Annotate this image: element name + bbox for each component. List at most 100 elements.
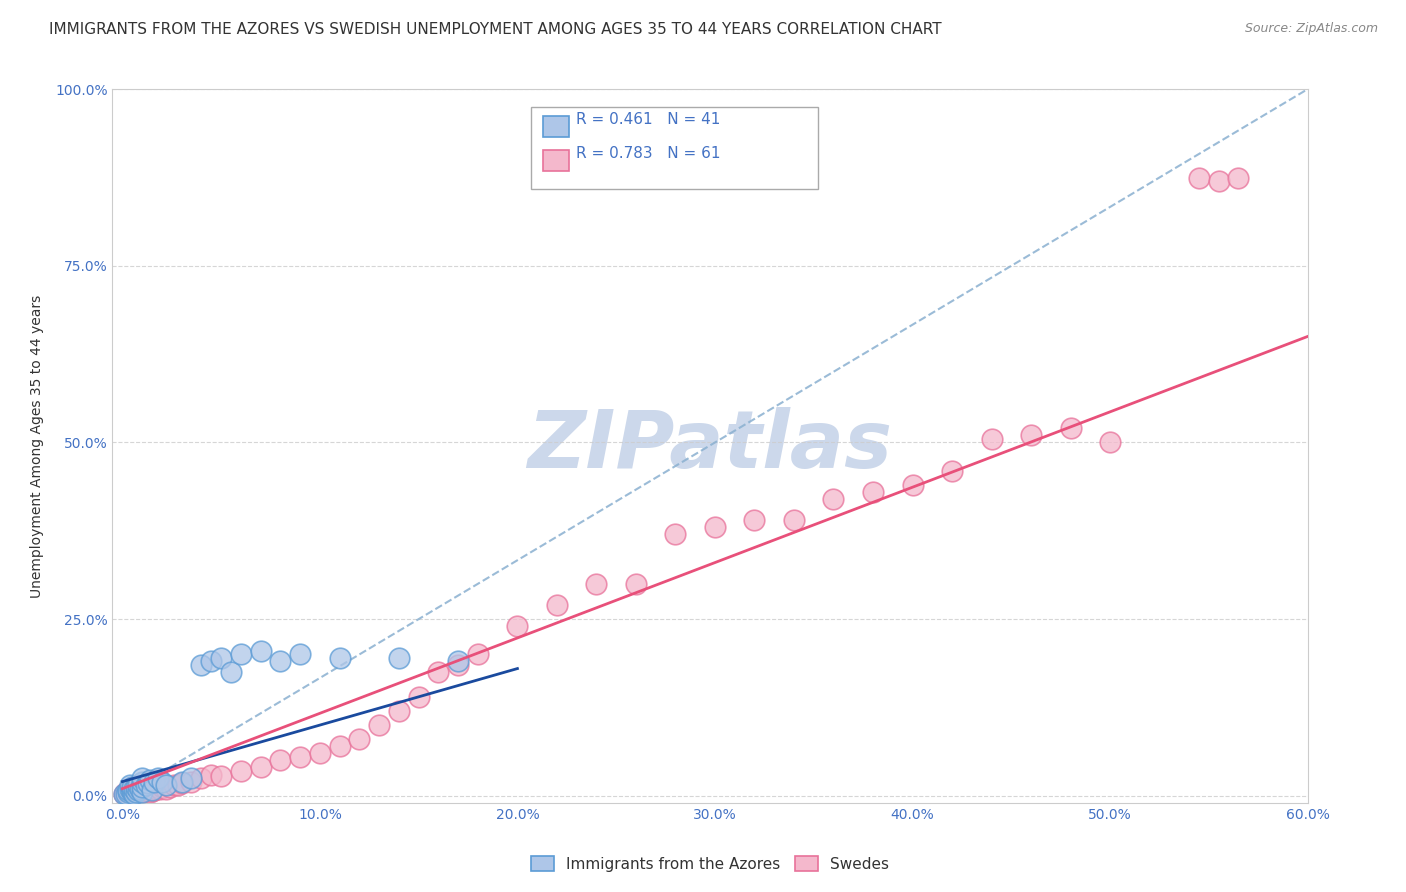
- Point: [150, 774, 173, 789]
- Point: [200, 655, 222, 669]
- Point: [408, 690, 430, 704]
- Y-axis label: Unemployment Among Ages 35 to 44 years: Unemployment Among Ages 35 to 44 years: [30, 294, 44, 598]
- Point: [135, 784, 157, 798]
- Point: [209, 769, 232, 783]
- Point: [149, 781, 172, 796]
- Point: [141, 783, 163, 797]
- Point: [1019, 428, 1042, 442]
- Point: [155, 781, 177, 796]
- Point: [139, 785, 162, 799]
- Point: [309, 747, 332, 761]
- Point: [127, 787, 149, 801]
- Point: [120, 778, 142, 792]
- Point: [122, 787, 145, 801]
- Point: [131, 774, 153, 789]
- Point: [901, 478, 924, 492]
- Point: [122, 781, 145, 796]
- Point: [120, 787, 142, 801]
- Point: [249, 760, 271, 774]
- Point: [1208, 174, 1230, 188]
- Bar: [543, 116, 569, 137]
- Point: [744, 513, 766, 527]
- Point: [219, 665, 242, 679]
- FancyBboxPatch shape: [531, 107, 818, 189]
- Point: [120, 781, 142, 796]
- Point: [139, 773, 162, 788]
- Point: [783, 513, 806, 527]
- Point: [121, 784, 143, 798]
- Text: R = 0.783   N = 61: R = 0.783 N = 61: [576, 146, 721, 161]
- Point: [664, 527, 686, 541]
- Point: [447, 655, 470, 669]
- Point: [117, 783, 139, 797]
- Point: [131, 771, 153, 785]
- Point: [135, 778, 157, 792]
- Point: [150, 780, 173, 794]
- Point: [131, 780, 153, 795]
- Point: [125, 785, 148, 799]
- Text: IMMIGRANTS FROM THE AZORES VS SWEDISH UNEMPLOYMENT AMONG AGES 35 TO 44 YEARS COR: IMMIGRANTS FROM THE AZORES VS SWEDISH UN…: [49, 22, 942, 37]
- Point: [329, 739, 352, 754]
- Point: [349, 732, 371, 747]
- Point: [585, 576, 607, 591]
- Point: [190, 771, 212, 785]
- Point: [190, 658, 212, 673]
- Point: [249, 644, 271, 658]
- Point: [121, 783, 143, 797]
- Point: [704, 520, 727, 534]
- Point: [388, 704, 411, 718]
- Point: [127, 778, 149, 792]
- Text: ZIPatlas: ZIPatlas: [527, 407, 893, 485]
- Point: [624, 576, 647, 591]
- Point: [209, 651, 232, 665]
- Point: [145, 781, 167, 796]
- Point: [125, 785, 148, 799]
- Point: [1099, 435, 1122, 450]
- Point: [117, 785, 139, 799]
- Point: [1059, 421, 1081, 435]
- Point: [127, 783, 149, 797]
- Point: [288, 750, 311, 764]
- Point: [269, 655, 291, 669]
- Point: [129, 781, 152, 796]
- Text: Source: ZipAtlas.com: Source: ZipAtlas.com: [1244, 22, 1378, 36]
- Point: [368, 718, 391, 732]
- Point: [180, 771, 202, 785]
- Point: [155, 778, 177, 792]
- Point: [427, 665, 450, 679]
- Point: [388, 651, 411, 665]
- Point: [546, 598, 568, 612]
- Point: [131, 785, 153, 799]
- Point: [121, 785, 143, 799]
- Point: [229, 648, 252, 662]
- Point: [941, 464, 963, 478]
- Point: [862, 484, 884, 499]
- Point: [1188, 170, 1211, 185]
- Point: [163, 778, 186, 792]
- Point: [229, 764, 252, 778]
- Point: [269, 753, 291, 767]
- Point: [132, 784, 155, 798]
- Point: [288, 648, 311, 662]
- Point: [115, 785, 138, 799]
- Point: [117, 786, 139, 800]
- Point: [143, 774, 166, 789]
- Point: [180, 774, 202, 789]
- Point: [329, 651, 352, 665]
- Point: [146, 771, 169, 785]
- Point: [136, 783, 159, 797]
- Point: [170, 774, 193, 789]
- Point: [823, 491, 845, 506]
- Point: [146, 780, 169, 795]
- Point: [121, 780, 143, 795]
- Point: [129, 784, 152, 798]
- Point: [112, 787, 135, 801]
- Point: [125, 780, 148, 795]
- Point: [447, 658, 470, 673]
- Point: [131, 785, 153, 799]
- Point: [170, 776, 193, 790]
- Point: [200, 767, 222, 781]
- Point: [166, 778, 188, 792]
- Text: R = 0.461   N = 41: R = 0.461 N = 41: [576, 112, 720, 128]
- Point: [122, 786, 145, 800]
